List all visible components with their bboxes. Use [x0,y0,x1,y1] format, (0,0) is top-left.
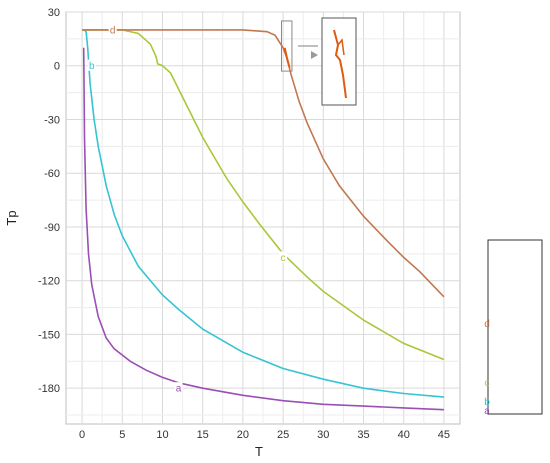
series-group: a b c d [82,23,445,411]
ticks-group: 0 5 10 15 20 25 30 35 40 45 30 0 -30 -60 -90 -120 -150 -1… [38,7,450,441]
y-tick-label: -120 [38,276,60,288]
x-tick-label: 45 [438,429,450,441]
inset-zoom-panel [297,17,357,106]
x-tick-label: 20 [237,429,249,441]
series-line-a [82,47,444,411]
legend-entry-b: b [484,397,490,408]
x-tick-label: 40 [398,429,410,441]
x-tick-label: 25 [277,429,289,441]
grid [66,11,460,424]
series-label-backdrop-a [174,382,183,394]
series-label-backdrop-b [87,59,96,71]
x-axis-label: T [255,444,263,459]
y-tick-label: 30 [48,7,60,19]
y-tick-label: 0 [54,61,60,73]
inset-zoom-curve [333,29,347,99]
x-tick-label: 35 [357,429,369,441]
legend-frame [487,239,543,415]
series-line-d [82,29,445,298]
x-tick-label: 15 [197,429,209,441]
x-tick-label: 5 [119,429,125,441]
legend-entry-d: d [484,319,490,330]
series-label-a: a [176,384,182,395]
zoom-highlight-segment [283,47,291,68]
y-tick-label: -90 [44,222,60,234]
y-tick-label: -30 [44,114,60,126]
series-line-b [83,29,444,398]
y-tick-label: -60 [44,168,60,180]
y-tick-label: -180 [38,383,60,395]
series-label-backdrop-c [279,251,288,263]
series-line-c [82,29,445,361]
y-axis-label: Tp [4,210,19,225]
inset-zoom-box [321,17,357,106]
y-tick-label: -150 [38,329,60,341]
x-tick-label: 0 [79,429,85,441]
legend-box: d cba [484,239,543,417]
series-label-c: c [281,253,286,264]
series-label-d: d [110,25,116,36]
series-label-b: b [89,61,95,72]
zoom-arrow-head [311,51,318,59]
x-tick-label: 30 [317,429,329,441]
legend-entry-c: c [485,378,490,389]
series-label-backdrop-d [108,23,117,35]
x-tick-label: 10 [156,429,168,441]
legend-entry-a: a [484,406,490,417]
inset-zoom-curve-branch [337,38,345,56]
